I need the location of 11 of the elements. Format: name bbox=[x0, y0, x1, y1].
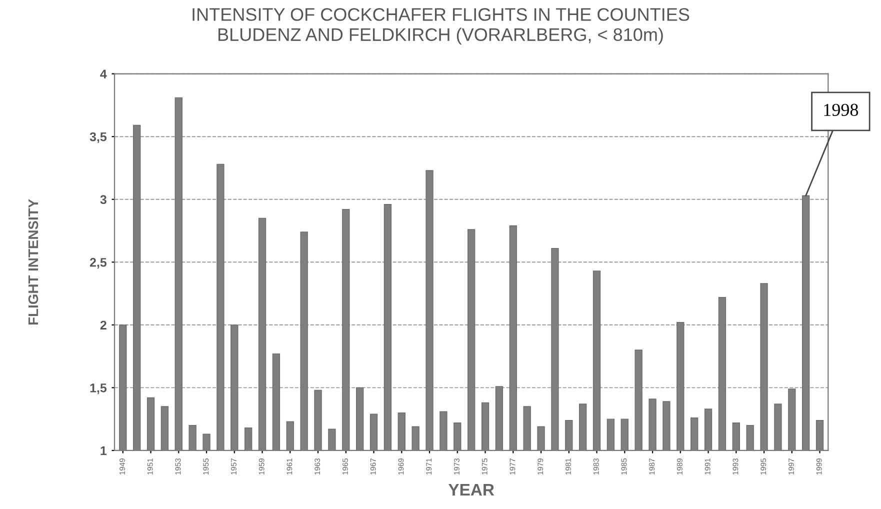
y-axis-title: FLIGHT INTENSITY bbox=[28, 199, 38, 324]
y-tick-label: 2 bbox=[100, 320, 106, 330]
x-axis-title: YEAR bbox=[448, 484, 494, 496]
annotation: 1998 bbox=[824, 104, 858, 116]
y-tick-label: 2,5 bbox=[90, 258, 107, 269]
y-tick-label: 3,5 bbox=[90, 132, 107, 144]
y-tick-label: 4 bbox=[100, 70, 107, 78]
y-tick-label: 1,5 bbox=[90, 384, 107, 394]
chart-title: INTENSITY OF COCKCHAFER FLIGHTS IN THE COUNTIES BLUDENZ AND FELDKIRCH (VORARLBERG, < 810m) bbox=[192, 8, 690, 45]
y-tick-label: 1 bbox=[100, 446, 107, 455]
y-tick-label: 3 bbox=[100, 195, 106, 204]
